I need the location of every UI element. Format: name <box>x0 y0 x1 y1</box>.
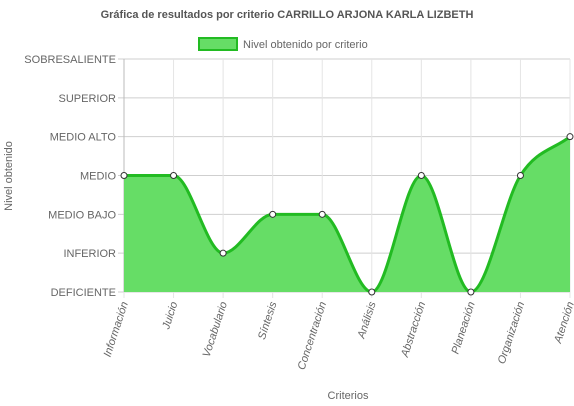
x-tick-labels: Información Juicio Vocabulario Síntesis Conc… <box>102 300 574 372</box>
x-tick-label: Juicio <box>160 300 180 331</box>
y-tick-label: MEDIO ALTO <box>50 132 117 144</box>
x-axis-label: Criterios <box>328 390 369 402</box>
x-tick-label: Análisis <box>355 300 379 341</box>
data-point[interactable] <box>467 288 475 296</box>
legend[interactable]: Nivel obtenido por criterio <box>198 37 368 51</box>
x-tick-label: Organización <box>496 300 527 365</box>
data-point[interactable] <box>170 172 178 179</box>
data-point[interactable] <box>318 210 326 218</box>
y-tick-label: SOBRESALIENTE <box>24 54 116 66</box>
series-area-fill <box>124 136 570 292</box>
x-tick-label: Síntesis <box>256 300 280 341</box>
y-tick-label: MEDIO BAJO <box>48 209 116 221</box>
x-tick-label: Atención <box>552 300 574 345</box>
x-tick-label: Vocabulario <box>201 300 230 359</box>
x-tick-label: Planeación <box>450 300 478 355</box>
data-point[interactable] <box>566 133 574 141</box>
data-point[interactable] <box>417 172 425 179</box>
data-point[interactable] <box>368 288 376 296</box>
data-point[interactable] <box>269 210 277 218</box>
legend-label: Nivel obtenido por criterio <box>243 39 368 51</box>
chart-title: Gráfica de resultados por criterio CARRI… <box>101 9 474 21</box>
data-point[interactable] <box>516 172 524 179</box>
y-tick-label: INFERIOR <box>63 248 116 260</box>
legend-swatch <box>198 37 238 51</box>
data-point[interactable] <box>120 172 128 179</box>
y-tick-label: DEFICIENTE <box>51 287 116 299</box>
y-tick-label: MEDIO <box>80 171 117 183</box>
x-tick-label: Concentración <box>296 300 329 371</box>
x-tick-label: Información <box>102 300 131 358</box>
data-points <box>120 133 574 296</box>
x-tick-label: Abstracción <box>399 300 428 359</box>
data-point[interactable] <box>219 249 227 257</box>
y-tick-label: SUPERIOR <box>59 93 117 105</box>
y-tick-labels: DEFICIENTE INFERIOR MEDIO BAJO MEDIO MEDIO A… <box>24 54 116 299</box>
y-axis-label: Nivel obtenido <box>3 141 15 211</box>
